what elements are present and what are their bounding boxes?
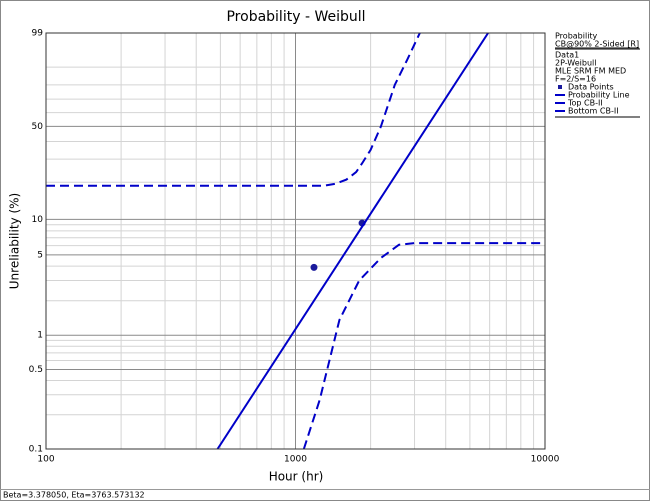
footer: Beta=3.378050, Eta=3763.573132: [3, 491, 145, 500]
series-line: [302, 242, 545, 449]
series-line: [216, 33, 489, 449]
y-axis-label: Unreliability (%): [8, 193, 22, 289]
legend-label: Probability Line: [568, 91, 630, 100]
legend-header: CB@90% 2-Sided [R]: [555, 40, 639, 49]
y-tick-label: 50: [32, 122, 44, 132]
y-tick-label: 10: [32, 215, 44, 225]
legend-header: Data1: [555, 51, 579, 60]
y-tick-label: 0.1: [29, 445, 43, 455]
series-line: [46, 33, 421, 187]
plot: [46, 33, 545, 449]
legend-header: MLE SRM FM MED: [555, 67, 626, 76]
legend-header: 2P-Weibull: [555, 59, 596, 68]
y-tick-label: 5: [37, 250, 43, 260]
x-tick-label: 1000: [284, 455, 307, 465]
legend-header: Probability: [555, 32, 598, 41]
chart-title: Probability - Weibull: [226, 9, 365, 25]
y-tick-label: 0.5: [29, 365, 43, 375]
legend-label: Bottom CB-II: [568, 107, 619, 116]
x-axis-label: Hour (hr): [269, 470, 324, 484]
legend-label: Top CB-II: [567, 99, 603, 108]
grid: [45, 32, 546, 450]
y-tick-label: 99: [32, 29, 44, 39]
data-point: [310, 263, 318, 271]
legend-header: F=2/S=16: [555, 75, 596, 84]
x-tick-label: 10000: [531, 455, 560, 465]
plot-border: [45, 32, 546, 450]
legend-marker: [558, 85, 562, 89]
y-tick-label: 1: [37, 331, 43, 341]
x-tick-label: 100: [37, 455, 54, 465]
legend-label: Data Points: [568, 83, 614, 92]
